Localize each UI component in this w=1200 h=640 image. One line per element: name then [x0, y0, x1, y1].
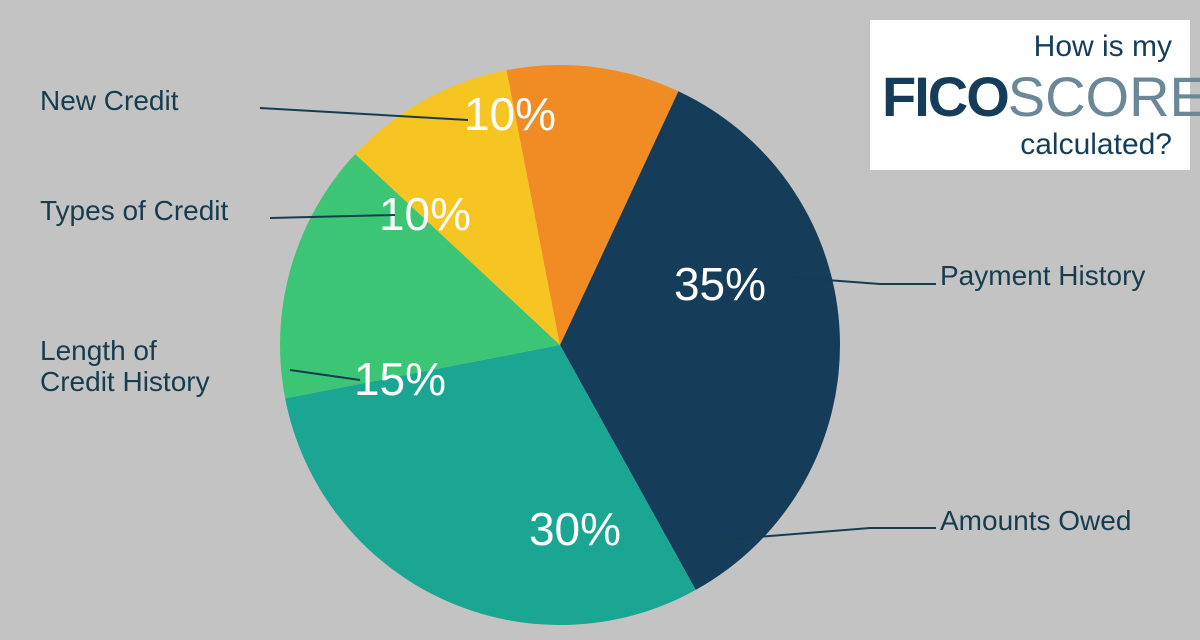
- category-label: New Credit: [40, 85, 179, 116]
- slice-pct-label: 35%: [674, 258, 766, 310]
- title-brand: FICOSCORE: [882, 65, 1200, 128]
- category-label: Types of Credit: [40, 195, 229, 226]
- slice-pct-label: 10%: [464, 88, 556, 140]
- slice-pct-label: 30%: [529, 503, 621, 555]
- category-label: Payment History: [940, 260, 1145, 291]
- chart-stage: 35% 30% 15% 10% 10% Payment History Amounts Ow…: [0, 0, 1200, 640]
- category-label: Amounts Owed: [940, 505, 1131, 536]
- title-box: How is myFICOSCOREcalculated?: [870, 20, 1200, 170]
- title-line1: How is my: [1034, 30, 1172, 63]
- slice-pct-label: 10%: [379, 188, 471, 240]
- slice-pct-label: 15%: [354, 353, 446, 405]
- title-line3: calculated?: [1020, 128, 1172, 161]
- pie-chart-svg: 35% 30% 15% 10% 10% Payment History Amounts Ow…: [0, 0, 1200, 640]
